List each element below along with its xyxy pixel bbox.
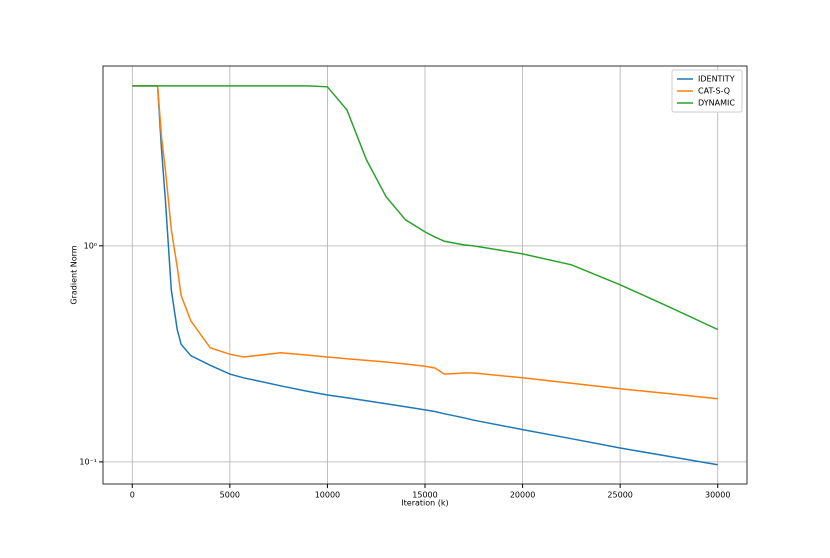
y-axis-label: Gradient Norm — [70, 245, 79, 304]
series-line — [132, 85, 718, 466]
series-line — [132, 85, 719, 331]
y-tick-label: 10⁻¹ — [79, 457, 97, 466]
x-tick-label: 15000 — [412, 491, 437, 500]
x-tick-label: 10000 — [315, 491, 340, 500]
x-tick-label: 30000 — [705, 491, 730, 500]
plot-frame — [102, 65, 748, 485]
legend-label: CAT-S-Q — [698, 87, 730, 96]
x-tick-label: 25000 — [607, 491, 632, 500]
x-tick-label: 20000 — [510, 491, 535, 500]
legend-box — [671, 69, 743, 113]
x-axis-label: Iteration (k) — [401, 499, 448, 508]
legend-label: IDENTITY — [698, 75, 735, 84]
series-line — [132, 85, 718, 400]
x-tick-label: 5000 — [220, 491, 240, 500]
legend-label: DYNAMIC — [698, 99, 735, 108]
y-tick-label: 10⁰ — [84, 241, 97, 250]
x-tick-label: 0 — [130, 491, 135, 500]
